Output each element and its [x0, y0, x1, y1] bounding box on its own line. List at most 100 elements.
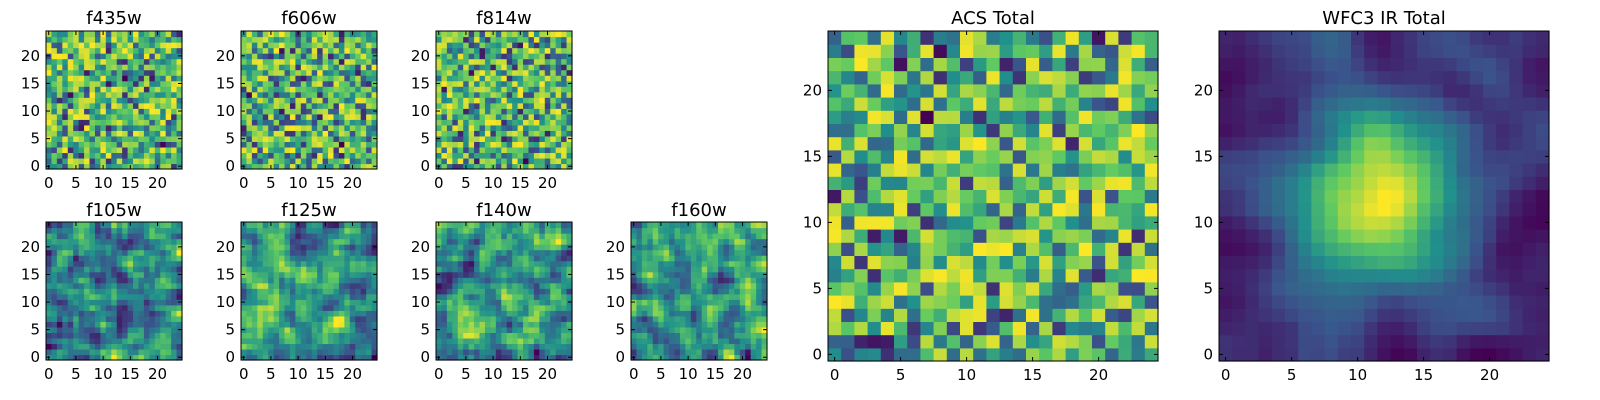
heatmap-cell: [284, 58, 291, 65]
heatmap-cell: [273, 47, 280, 54]
heatmap-cell: [490, 157, 497, 165]
heatmap-cell: [84, 163, 91, 170]
heatmap-cell: [647, 321, 654, 328]
heatmap-cell: [122, 222, 129, 229]
heatmap-cell: [728, 354, 735, 361]
heatmap-cell: [734, 304, 741, 311]
heatmap-cell: [246, 102, 253, 109]
heatmap-cell: [311, 343, 318, 350]
heatmap-cell: [73, 135, 80, 142]
heatmap-cell: [452, 249, 459, 256]
y-tick-label: 15: [411, 265, 430, 283]
heatmap-cell: [311, 348, 318, 356]
heatmap-cell: [1118, 308, 1133, 322]
heatmap-cell: [867, 295, 882, 309]
heatmap-cell: [311, 53, 318, 60]
heatmap-cell: [289, 249, 296, 256]
heatmap-cell: [62, 80, 69, 87]
heatmap-cell: [723, 260, 730, 267]
heatmap-cell: [56, 321, 63, 328]
heatmap-cell: [701, 299, 708, 306]
heatmap-cell: [56, 130, 63, 137]
heatmap-cell: [986, 308, 1001, 322]
heatmap-cell: [761, 304, 768, 311]
heatmap-cell: [474, 119, 481, 126]
heatmap-cell: [176, 288, 183, 295]
heatmap-cell: [105, 152, 112, 159]
heatmap-cell: [484, 91, 491, 98]
heatmap-cell: [658, 238, 665, 245]
heatmap-cell: [56, 299, 63, 306]
heatmap-cell: [828, 268, 842, 283]
heatmap-cell: [73, 326, 80, 333]
heatmap-cell: [154, 238, 161, 245]
heatmap-cell: [484, 282, 491, 289]
heatmap-cell: [116, 86, 123, 93]
heatmap-cell: [490, 130, 497, 137]
heatmap-cell: [149, 135, 156, 142]
heatmap-cell: [56, 69, 63, 76]
heatmap-cell: [999, 347, 1014, 362]
heatmap-cell: [289, 321, 296, 328]
heatmap-cell: [484, 141, 491, 148]
heatmap-cell: [484, 354, 491, 361]
heatmap-cell: [566, 113, 573, 120]
heatmap-cell: [176, 124, 183, 131]
heatmap-cell: [165, 108, 172, 115]
heatmap-cell: [999, 163, 1014, 177]
heatmap-cell: [544, 86, 551, 93]
heatmap-cell: [84, 227, 91, 234]
heatmap-cell: [149, 326, 156, 333]
heatmap-cell: [51, 326, 58, 333]
heatmap-cell: [257, 152, 264, 159]
heatmap-cell: [89, 321, 96, 328]
heatmap-cell: [257, 326, 264, 333]
heatmap-cell: [366, 227, 373, 234]
heatmap-cell: [295, 97, 302, 104]
heatmap-cell: [100, 238, 107, 245]
heatmap-cell: [333, 304, 340, 311]
heatmap-cell: [111, 299, 118, 306]
heatmap-cell: [495, 124, 502, 131]
heatmap-cell: [94, 260, 101, 267]
heatmap-cell: [116, 36, 123, 43]
heatmap-cell: [289, 64, 296, 71]
heatmap-cell: [446, 332, 453, 339]
heatmap-cell: [366, 86, 373, 93]
heatmap-cell: [289, 75, 296, 82]
heatmap-cell: [143, 244, 150, 251]
heatmap-cell: [1144, 308, 1159, 322]
heatmap-cell: [550, 255, 557, 262]
heatmap-cell: [457, 119, 464, 126]
heatmap-cell: [539, 260, 546, 267]
heatmap-cell: [723, 315, 730, 322]
heatmap-cell: [685, 348, 692, 356]
heatmap-cell: [51, 337, 58, 345]
heatmap-cell: [306, 47, 313, 54]
heatmap-cell: [241, 310, 248, 317]
heatmap-cell: [490, 135, 497, 142]
heatmap-cell: [355, 80, 362, 87]
heatmap-cell: [127, 238, 134, 245]
heatmap-cell: [468, 75, 475, 82]
heatmap-cell: [360, 343, 367, 350]
heatmap-cell: [561, 315, 568, 322]
heatmap-cell: [100, 146, 107, 154]
heatmap-cell: [750, 260, 757, 267]
heatmap-cell: [105, 326, 112, 333]
heatmap-cell: [517, 249, 524, 256]
heatmap-cell: [690, 310, 697, 317]
heatmap-cell: [111, 64, 118, 71]
heatmap-cell: [495, 321, 502, 328]
heatmap-cell: [490, 91, 497, 98]
heatmap-cell: [160, 58, 167, 65]
heatmap-cell: [73, 238, 80, 245]
heatmap-cell: [268, 97, 275, 104]
heatmap-cell: [1026, 215, 1040, 230]
heatmap-cell: [728, 282, 735, 289]
heatmap-cell: [750, 255, 757, 262]
heatmap-cell: [550, 146, 557, 154]
heatmap-cell: [138, 124, 145, 131]
heatmap-cell: [160, 227, 167, 234]
